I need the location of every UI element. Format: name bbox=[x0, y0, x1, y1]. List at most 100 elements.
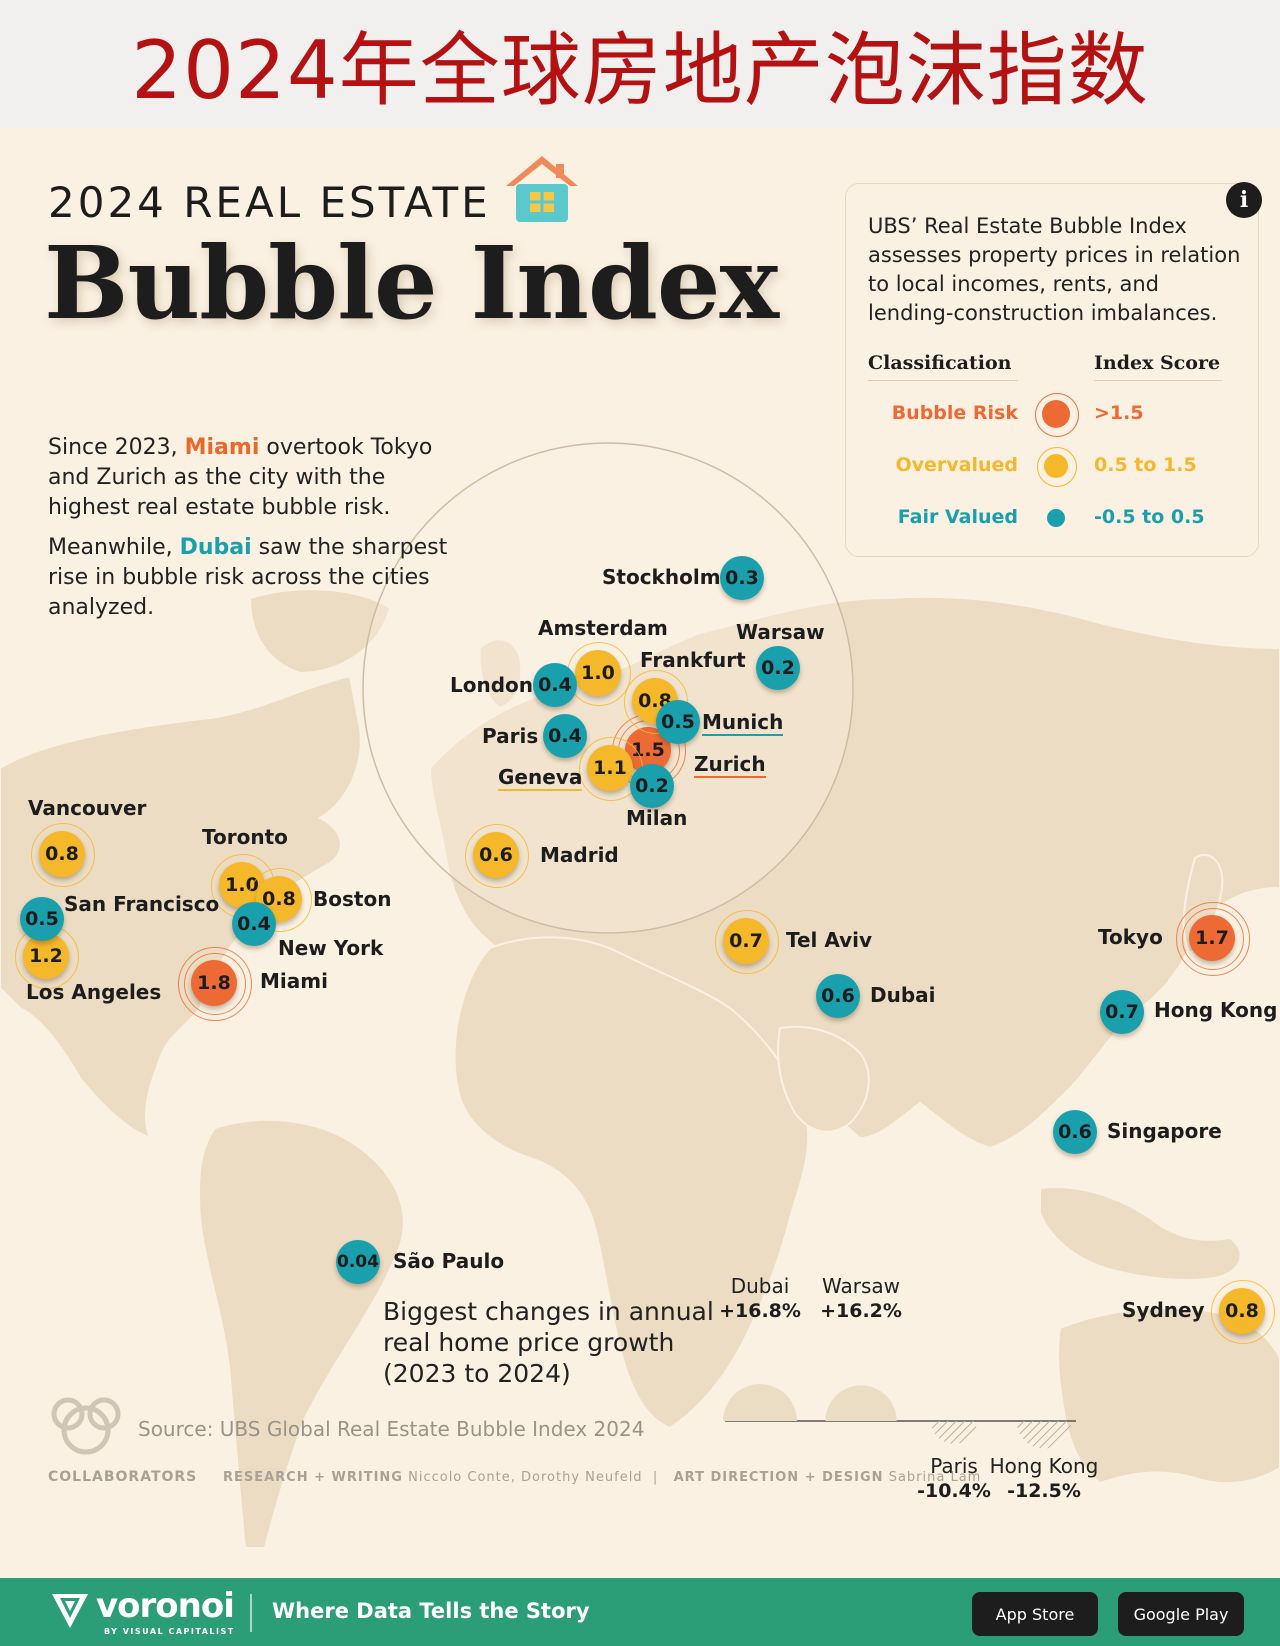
growth-city-label: Warsaw bbox=[821, 1274, 900, 1298]
legend-row: Bubble Risk >1.5 bbox=[846, 393, 1260, 437]
landmass-greenland bbox=[248, 588, 392, 675]
legend-score: 0.5 to 1.5 bbox=[1094, 454, 1197, 476]
bubble-ring bbox=[1176, 902, 1250, 976]
growth-value-label: -12.5% bbox=[1007, 1480, 1081, 1502]
info-icon[interactable]: i bbox=[1226, 182, 1262, 218]
city-label: São Paulo bbox=[393, 1249, 505, 1273]
house-icon bbox=[506, 156, 578, 222]
header-small: 2024 REAL ESTATE bbox=[48, 178, 491, 227]
legend-row: Overvalued 0.5 to 1.5 bbox=[846, 446, 1260, 487]
app-store-button[interactable]: App Store bbox=[972, 1592, 1098, 1636]
city-label: Los Angeles bbox=[26, 980, 162, 1004]
bubble-ring bbox=[465, 824, 529, 888]
city-bubble: 0.6 bbox=[816, 974, 860, 1018]
legend-score: -0.5 to 0.5 bbox=[1094, 506, 1205, 528]
landmass-uk-island bbox=[478, 638, 523, 710]
city-bubble: 1.1 bbox=[587, 745, 633, 791]
city-label: Boston bbox=[313, 887, 392, 911]
legend-label: Overvalued bbox=[895, 454, 1018, 476]
legend-label: Bubble Risk bbox=[891, 402, 1018, 424]
bubble-ring bbox=[1182, 908, 1244, 970]
tagline: Where Data Tells the Story bbox=[272, 1599, 590, 1623]
infographic-poster: 2024 REAL ESTATE Bubble Index Since 2023… bbox=[0, 128, 1280, 1578]
footer-bar: voronoi BY VISUAL CAPITALIST Where Data … bbox=[0, 1578, 1280, 1646]
brand-subtitle: BY VISUAL CAPITALIST bbox=[104, 1627, 235, 1636]
city-label: Vancouver bbox=[28, 796, 147, 820]
brand-name[interactable]: voronoi bbox=[96, 1586, 235, 1626]
city-bubble: 0.3 bbox=[720, 556, 764, 600]
city-label: New York bbox=[278, 936, 384, 960]
city-bubble: 0.6 bbox=[473, 832, 519, 878]
city-bubble: 0.4 bbox=[533, 663, 577, 707]
city-bubble: 0.5 bbox=[20, 897, 64, 941]
city-label: Hong Kong bbox=[1154, 998, 1278, 1022]
legend-row: Fair Valued -0.5 to 0.5 bbox=[846, 498, 1260, 538]
highlight-miami: Miami bbox=[184, 435, 260, 460]
intro-paragraph-2: Meanwhile, Dubai saw the sharpest rise i… bbox=[48, 535, 448, 620]
google-play-button[interactable]: Google Play bbox=[1118, 1592, 1244, 1636]
city-bubble: 0.2 bbox=[756, 646, 800, 690]
city-label: Dubai bbox=[870, 983, 936, 1007]
bubble-ring bbox=[1211, 1280, 1275, 1344]
city-label: Milan bbox=[626, 806, 688, 830]
city-bubble: 0.6 bbox=[1053, 1110, 1097, 1154]
city-label: Tel Aviv bbox=[786, 928, 873, 952]
landmass-arabia bbox=[777, 1025, 870, 1133]
growth-semicircle bbox=[723, 1384, 797, 1421]
city-bubble: 1.2 bbox=[23, 933, 69, 979]
highlight-dubai: Dubai bbox=[179, 535, 252, 560]
landmass-australia bbox=[1056, 1307, 1280, 1485]
city-bubble: 0.2 bbox=[630, 764, 674, 808]
landmass-south-america bbox=[197, 1118, 405, 1549]
city-bubble: 0.04 bbox=[336, 1240, 380, 1284]
city-label: Amsterdam bbox=[538, 616, 668, 640]
city-bubble: 0.7 bbox=[1100, 990, 1144, 1034]
city-label: Munich bbox=[702, 710, 784, 736]
city-label: Singapore bbox=[1107, 1119, 1222, 1143]
bubble-ring bbox=[178, 947, 252, 1021]
source-note: Source: UBS Global Real Estate Bubble In… bbox=[138, 1417, 645, 1441]
voronoi-logo-icon bbox=[52, 1594, 88, 1628]
growth-value-label: +16.2% bbox=[820, 1300, 902, 1322]
city-label: Geneva bbox=[498, 765, 583, 791]
legend-label: Fair Valued bbox=[897, 506, 1018, 528]
legend-box: i UBS’ Real Estate Bubble Index assesses… bbox=[845, 182, 1262, 557]
city-bubble: 0.5 bbox=[656, 700, 700, 744]
landmass-southeast-asia bbox=[1039, 1186, 1242, 1281]
city-label: London bbox=[450, 673, 534, 697]
growth-city-label: Dubai bbox=[730, 1274, 790, 1298]
city-label: San Francisco bbox=[64, 892, 220, 916]
city-bubble: 0.7 bbox=[723, 918, 769, 964]
growth-semicircle bbox=[1016, 1421, 1072, 1449]
bubble-ring bbox=[248, 868, 312, 932]
bubble-ring bbox=[31, 823, 95, 887]
legend-description: UBS’ Real Estate Bubble Index assesses p… bbox=[868, 214, 1241, 325]
bubble-ring bbox=[715, 910, 779, 974]
growth-value-label: -10.4% bbox=[917, 1480, 991, 1502]
growth-value-label: +16.8% bbox=[719, 1300, 801, 1322]
intro-paragraph-1: Since 2023, Miami overtook Tokyo and Zur… bbox=[48, 435, 433, 520]
growth-semicircle bbox=[931, 1421, 977, 1444]
footer-divider bbox=[250, 1594, 252, 1632]
city-label: Miami bbox=[260, 969, 328, 993]
city-bubble: 1.8 bbox=[191, 960, 237, 1006]
legend-header-score: Index Score bbox=[1094, 352, 1222, 381]
header-big: Bubble Index bbox=[44, 224, 779, 342]
price-growth-plot bbox=[723, 1384, 1076, 1449]
bubble-ring bbox=[184, 953, 246, 1015]
city-bubble: 0.8 bbox=[39, 831, 85, 877]
banner-title: 2024年全球房地产泡沫指数 bbox=[131, 24, 1149, 117]
city-label: Stockholm bbox=[602, 565, 721, 589]
legend-header-classification: Classification bbox=[868, 352, 1018, 381]
city-label: Toronto bbox=[202, 825, 288, 849]
city-bubble: 1.0 bbox=[575, 650, 621, 696]
intro-text: Since 2023, Miami overtook Tokyo and Zur… bbox=[48, 433, 448, 633]
price-growth-title: Biggest changes in annual real home pric… bbox=[383, 1297, 714, 1388]
city-label: Madrid bbox=[540, 843, 619, 867]
collaborators-logo-icon bbox=[51, 1397, 121, 1455]
credits: COLLABORATORS RESEARCH + WRITING Niccolo… bbox=[48, 1469, 982, 1485]
legend-score: >1.5 bbox=[1094, 402, 1144, 424]
city-bubble: 0.4 bbox=[543, 714, 587, 758]
city-label: Paris bbox=[482, 724, 539, 748]
city-label: Warsaw bbox=[736, 620, 825, 644]
